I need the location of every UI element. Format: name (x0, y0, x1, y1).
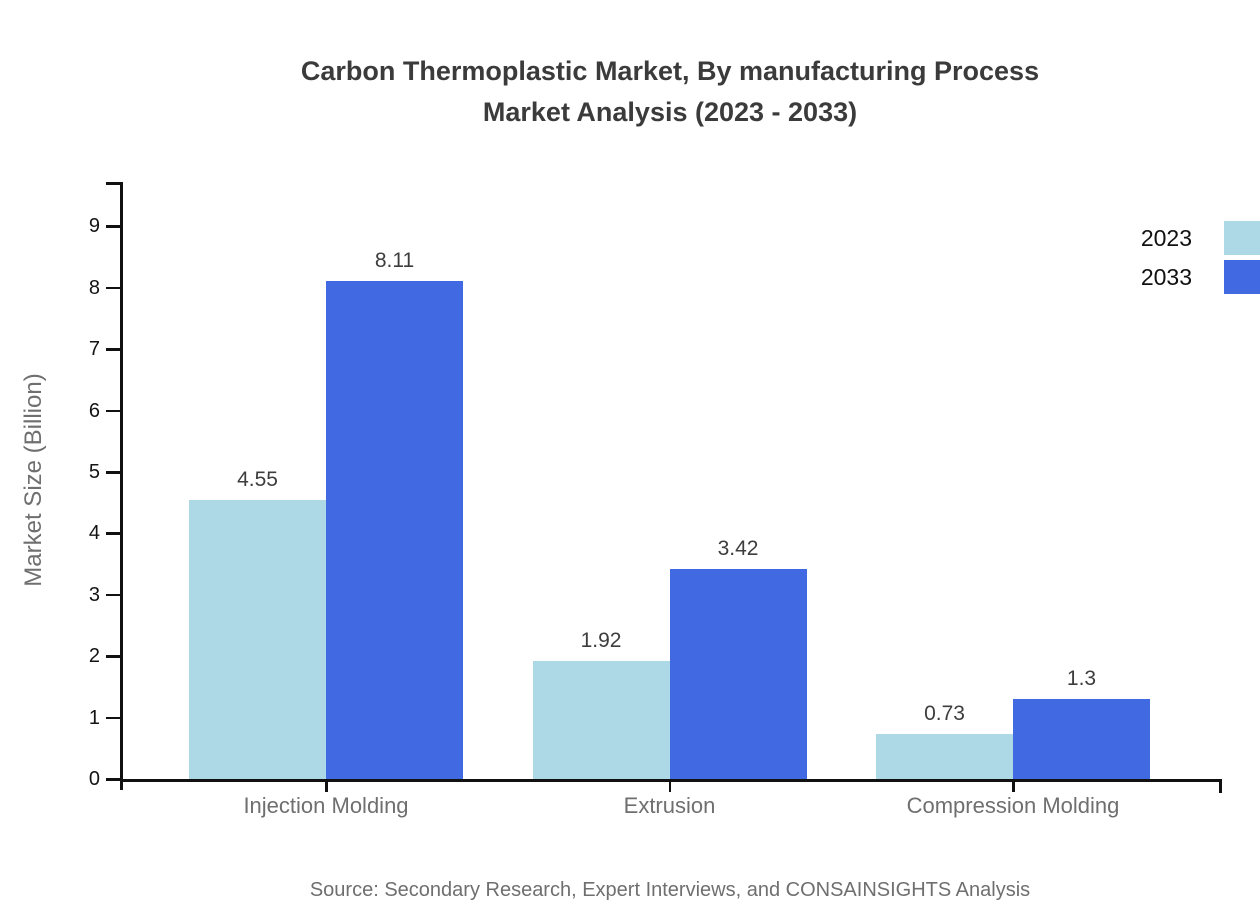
y-tick-label: 9 (88, 215, 100, 238)
legend-item-2033: 2033 (1100, 260, 1260, 294)
y-tick (106, 286, 121, 290)
x-category-label: Compression Molding (906, 793, 1120, 818)
x-tick (325, 779, 328, 792)
y-tick (106, 778, 121, 781)
legend-swatch-2033 (1224, 260, 1260, 294)
x-category-label: Injection Molding (243, 793, 409, 818)
y-tick-label: 1 (88, 706, 100, 729)
y-tick-label: 2 (88, 645, 100, 668)
y-tick (106, 225, 121, 228)
bar-value-label: 1.3 (1066, 667, 1097, 691)
x-axis-line (120, 779, 1221, 782)
bar-2023-injection-molding (189, 499, 326, 779)
y-tick-label: 7 (88, 338, 100, 361)
legend-swatch-2023 (1224, 221, 1260, 255)
legend-label-2023: 2023 (1140, 224, 1192, 251)
source-note: Source: Secondary Research, Expert Inter… (309, 879, 1031, 901)
bar-value-label: 8.11 (374, 249, 415, 273)
bar-value-label: 3.42 (717, 537, 759, 560)
bar-value-label: 4.55 (237, 467, 278, 491)
y-tick-label: 8 (88, 276, 100, 299)
y-tick (106, 348, 121, 351)
y-tick-label: 3 (88, 583, 100, 606)
chart-title-line2: Market Analysis (2023 - 2033) (482, 97, 858, 127)
y-axis-line (120, 182, 123, 790)
y-tick (106, 716, 121, 720)
bar-2023-extrusion (532, 661, 670, 779)
y-tick-label: 4 (88, 522, 100, 545)
bar-2023-compression-molding (876, 734, 1013, 779)
x-tick (1012, 779, 1015, 792)
legend-item-2023: 2023 (1100, 221, 1260, 255)
x-category-label: Extrusion (623, 793, 716, 818)
legend-label-2033: 2033 (1140, 263, 1192, 290)
bar-value-label: 0.73 (924, 702, 965, 726)
x-axis-end-cap (1219, 779, 1222, 793)
y-tick (106, 409, 121, 413)
y-tick-label: 6 (88, 399, 100, 422)
y-tick (106, 471, 121, 474)
bar-2033-extrusion (669, 569, 807, 779)
legend: 2023 2033 (1100, 221, 1260, 294)
bar-2033-compression-molding (1013, 699, 1150, 779)
chart-title: Carbon Thermoplastic Market, By manufact… (80, 51, 1260, 133)
y-tick (106, 532, 121, 535)
x-tick (668, 779, 671, 792)
y-tick-label: 5 (88, 461, 100, 483)
y-tick (106, 593, 121, 597)
y-axis-top-cap (106, 182, 121, 185)
bar-value-label: 1.92 (580, 629, 622, 653)
y-tick-label: 0 (88, 768, 100, 790)
chart-title-line1: Carbon Thermoplastic Market, By manufact… (300, 56, 1040, 86)
y-tick (106, 655, 121, 658)
bar-2033-injection-molding (326, 281, 463, 779)
